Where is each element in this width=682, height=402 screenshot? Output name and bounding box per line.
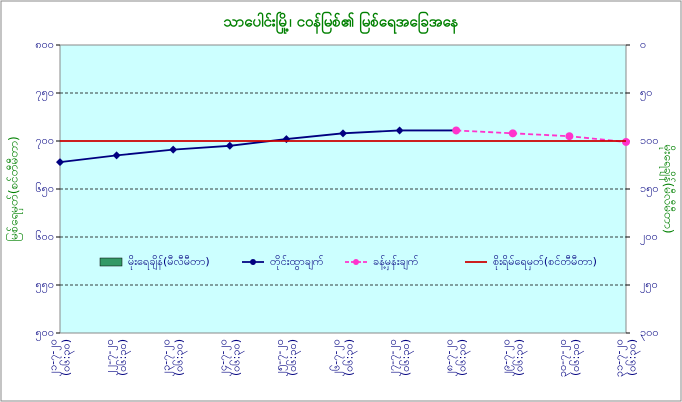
- legend-label: တိုင်းထွာချက်: [270, 255, 324, 270]
- x-tick-label: ၃၁-၇-၂၀ (၀၆:၃၀): [613, 339, 641, 377]
- point: [225, 141, 234, 150]
- x-tick-label: ၂၇-၇-၂၀ (၀၆:၃၀): [386, 339, 414, 376]
- y-tick-label: ၈၀၀: [35, 38, 54, 51]
- x-tick-label: ၂၂-၇-၂၀ (၀၆:၃၀): [103, 339, 131, 376]
- legend-marker: [250, 259, 256, 265]
- point: [169, 145, 178, 154]
- x-tick-label: ၂၃-၇-၂၀ (၀၆:၃၀): [160, 339, 188, 376]
- x-tick-label-line: ၂၉-၇-၂၀: [499, 339, 514, 376]
- series-line: [456, 129, 627, 143]
- x-tick-label-line: ၂၇-၇-၂၀: [386, 339, 401, 376]
- x-tick-label: ၂၄-၇-၂၀ (၀၆:၃၀): [216, 339, 244, 376]
- legend-label: မိုးရေချိန်(မီလီမီတာ): [128, 255, 210, 270]
- legend: မိုးရေချိန်(မီလီမီတာ) တိုင်းထွာချက် ခန့်မှ…: [99, 255, 597, 270]
- x-tick-label-line: ၃၁-၇-၂၀: [613, 339, 628, 377]
- x-tick-label-line: ၂၃-၇-၂၀: [160, 339, 175, 376]
- y2-tick-label: ၂၅၀: [640, 278, 658, 293]
- x-tick-label: ၂၉-၇-၂၀ (၀၆:၃၀): [499, 339, 527, 376]
- x-tick-label-line: ၂၁-၇-၂၀: [47, 339, 62, 376]
- point: [56, 158, 64, 167]
- x-tick-label-line: ၂၆-၇-၂၀: [330, 339, 345, 376]
- x-tick-label-line: ၂၄-၇-၂၀: [216, 339, 231, 376]
- y2-tick-label: ၅၀: [640, 86, 652, 101]
- y-tick-label: ၅၅၀: [35, 278, 54, 293]
- x-tick-label-line: ၂၈-၇-၂၀: [443, 339, 458, 376]
- x-tick-label-line: (၀၆:၃၀): [512, 339, 527, 376]
- point: [565, 132, 574, 141]
- point: [339, 129, 347, 138]
- y-tick-label: ၅၀၀: [35, 326, 54, 341]
- x-tick-label-line: (၀၆:၃၀): [60, 339, 75, 376]
- y2-tick-label: ၀: [640, 38, 646, 51]
- x-tick-label-line: (၀၆:၃၀): [399, 339, 414, 376]
- y2-tick-label: ၂၀၀: [640, 230, 658, 245]
- point: [622, 137, 630, 146]
- x-tick-label-line: (၀၆:၃၀): [626, 339, 641, 376]
- x-tick-label-line: (၀၆:၃၀): [286, 339, 301, 376]
- y-tick-label: ၆၅၀: [35, 182, 54, 197]
- x-tick-label-line: (၀၆:၃၀): [173, 339, 188, 376]
- y-tick-label: ၆၀၀: [35, 230, 54, 243]
- y2-axis-label: မိုးရေချိန်(မီလီမီတာ): [659, 144, 677, 233]
- x-tick-label-line: (၀၆:၃၀): [116, 339, 131, 376]
- legend-swatch: [99, 257, 123, 267]
- y2-tick-label: ၁၅၀: [640, 182, 659, 197]
- x-tick-label: ၂၆-၇-၂၀ (၀၆:၃၀): [330, 339, 358, 376]
- x-tick-label-line: (၀၆:၃၀): [456, 339, 471, 376]
- x-tick-label-line: (၀၆:၃၀): [229, 339, 244, 376]
- series-line: [59, 129, 457, 164]
- y2-tick-label: ၁၀၀: [640, 134, 659, 147]
- y-tick-label: ၇၅၀: [35, 86, 54, 101]
- x-tick-label: ၂၈-၇-၂၀ (၀၆:၃၀): [443, 339, 471, 376]
- y-tick-label: ၇၀၀: [35, 134, 54, 149]
- point: [508, 129, 517, 138]
- x-tick-label-line: (၀၆:၃၀): [569, 339, 584, 376]
- point: [395, 126, 404, 135]
- x-tick-label: ၃၀-၇-၂၀ (၀၆:၃၀): [556, 339, 584, 377]
- x-tick-label-line: ၂၂-၇-၂၀: [103, 339, 118, 376]
- x-tick-label-line: (၀၆:၃၀): [343, 339, 358, 376]
- y-axis-label: မြစ်ရေမှတ်(စင်တီမီတာ): [5, 136, 24, 242]
- x-tick-label: ၂၁-၇-၂၀ (၀၆:၃၀): [47, 339, 75, 376]
- y2-tick-label: ၃၀၀: [640, 326, 659, 341]
- x-tick-label-line: ၃၀-၇-၂၀: [556, 339, 571, 377]
- x-tick-label-line: ၂၅-၇-၂၀: [273, 339, 288, 376]
- legend-marker: [353, 259, 359, 265]
- x-tick-label: ၂၅-၇-၂၀ (၀၆:၃၀): [273, 339, 301, 376]
- point: [112, 151, 121, 160]
- point: [452, 126, 461, 135]
- legend-label: ခန့်မှန်းချက်: [373, 255, 419, 270]
- legend-label: စိုးရိမ်ရေမှတ်(စင်တီမီတာ): [493, 255, 597, 270]
